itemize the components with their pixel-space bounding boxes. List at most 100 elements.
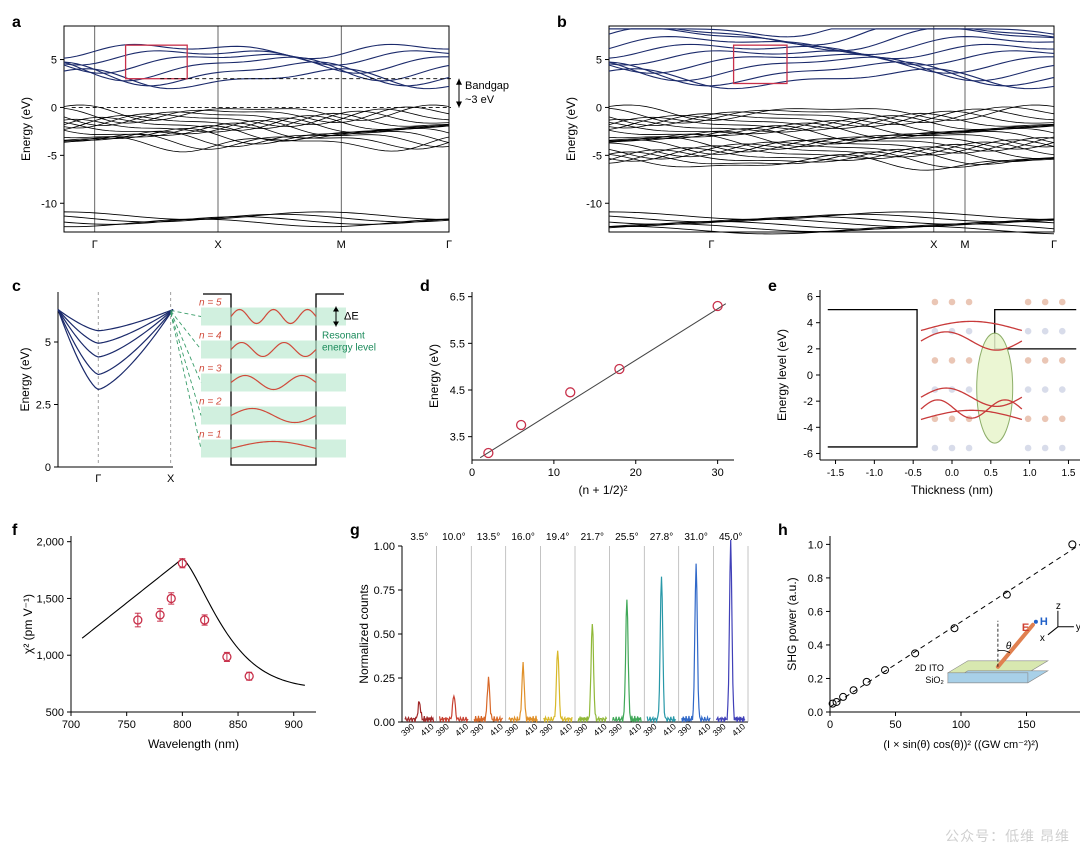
svg-text:X: X — [930, 239, 938, 251]
panel-a: a -10-505Energy (eV)ΓXMΓBandgap~3 eV — [16, 16, 521, 256]
svg-text:0.75: 0.75 — [374, 585, 395, 597]
svg-text:20: 20 — [630, 467, 642, 479]
svg-text:25.5°: 25.5° — [615, 532, 638, 543]
svg-text:850: 850 — [229, 719, 247, 731]
svg-text:Γ: Γ — [708, 239, 714, 251]
chi2-f: 7007508008509005001,0001,5002,000χ² (pm … — [16, 524, 326, 754]
band-diagram-e: -1.5-1.0-0.50.00.51.01.5-6-4-20246Energy… — [772, 280, 1080, 500]
svg-text:-5: -5 — [592, 150, 602, 162]
svg-text:(I × sin(θ) cos(θ))² ((GW cm⁻²: (I × sin(θ) cos(θ))² ((GW cm⁻²)²) — [883, 739, 1038, 751]
figure-grid: a -10-505Energy (eV)ΓXMΓBandgap~3 eV b -… — [16, 16, 1064, 754]
panel-c: c 02.55Energy (eV)ΓXn = 1n = 2n = 3n = 4… — [16, 280, 396, 500]
svg-text:X: X — [167, 473, 175, 485]
panel-label-b: b — [557, 14, 567, 32]
svg-text:n = 2: n = 2 — [199, 397, 222, 408]
row-1: a -10-505Energy (eV)ΓXMΓBandgap~3 eV b -… — [16, 16, 1064, 256]
svg-text:3.5: 3.5 — [450, 432, 465, 444]
svg-text:Γ: Γ — [92, 239, 98, 251]
svg-text:0.6: 0.6 — [808, 606, 823, 618]
svg-text:z: z — [1056, 601, 1061, 612]
svg-text:0: 0 — [596, 102, 602, 114]
svg-text:6: 6 — [807, 292, 813, 304]
svg-text:0.00: 0.00 — [374, 717, 395, 729]
panel-label-c: c — [12, 278, 21, 296]
svg-text:Γ: Γ — [95, 473, 101, 485]
svg-text:2: 2 — [807, 344, 813, 356]
panel-f: f 7007508008509005001,0001,5002,000χ² (p… — [16, 524, 326, 754]
svg-text:3.5°: 3.5° — [410, 532, 428, 543]
svg-text:10: 10 — [548, 467, 560, 479]
band-structure-a: -10-505Energy (eV)ΓXMΓBandgap~3 eV — [16, 16, 521, 256]
svg-text:(n + 1/2)²: (n + 1/2)² — [578, 483, 627, 497]
svg-text:X: X — [214, 239, 222, 251]
svg-text:390: 390 — [607, 721, 625, 738]
svg-text:6.5: 6.5 — [450, 292, 465, 304]
svg-text:Γ: Γ — [446, 239, 452, 251]
svg-text:2,000: 2,000 — [36, 537, 64, 549]
svg-text:390: 390 — [641, 721, 659, 738]
svg-text:0: 0 — [469, 467, 475, 479]
svg-text:Bandgap: Bandgap — [465, 80, 509, 92]
svg-text:n = 1: n = 1 — [199, 430, 222, 441]
svg-text:750: 750 — [118, 719, 136, 731]
svg-text:-0.5: -0.5 — [905, 468, 923, 479]
svg-text:0: 0 — [51, 102, 57, 114]
svg-text:390: 390 — [710, 721, 728, 738]
svg-text:Wavelength (nm): Wavelength (nm) — [148, 737, 239, 751]
svg-text:0.8: 0.8 — [808, 573, 823, 585]
svg-text:390: 390 — [676, 721, 694, 738]
svg-text:1.0: 1.0 — [1023, 468, 1037, 479]
svg-text:390: 390 — [468, 721, 486, 738]
svg-text:SHG power (a.u.): SHG power (a.u.) — [785, 577, 799, 670]
svg-text:1.00: 1.00 — [374, 541, 395, 553]
spectra-g: 0.000.250.500.751.00Normalized counts3.5… — [354, 524, 754, 754]
panel-h: h 0501001502000.00.20.40.60.81.0SHG powe… — [782, 524, 1080, 754]
svg-text:Energy (eV): Energy (eV) — [564, 97, 578, 161]
svg-text:Energy (eV): Energy (eV) — [427, 344, 441, 408]
row-3: f 7007508008509005001,0001,5002,000χ² (p… — [16, 524, 1064, 754]
svg-text:-1.5: -1.5 — [827, 468, 845, 479]
svg-text:5: 5 — [45, 337, 51, 349]
svg-text:Normalized counts: Normalized counts — [357, 584, 371, 683]
panel-label-h: h — [778, 522, 788, 540]
svg-text:-5: -5 — [47, 150, 57, 162]
svg-text:21.7°: 21.7° — [581, 532, 604, 543]
svg-text:0.0: 0.0 — [808, 707, 823, 719]
svg-text:390: 390 — [537, 721, 555, 738]
svg-text:y: y — [1076, 622, 1080, 633]
band-structure-b: -10-505Energy (eV)ΓXMΓ — [561, 16, 1066, 256]
svg-text:1,000: 1,000 — [36, 650, 64, 662]
svg-text:390: 390 — [503, 721, 521, 738]
svg-text:χ² (pm V⁻¹): χ² (pm V⁻¹) — [21, 594, 35, 654]
svg-text:n = 3: n = 3 — [199, 364, 222, 375]
svg-text:θ: θ — [1006, 641, 1012, 652]
panel-d: d 01020303.54.55.56.5Energy (eV)(n + 1/2… — [424, 280, 744, 500]
svg-text:500: 500 — [46, 707, 64, 719]
svg-text:M: M — [337, 239, 346, 251]
svg-text:0.0: 0.0 — [945, 468, 959, 479]
energy-fit-d: 01020303.54.55.56.5Energy (eV)(n + 1/2)² — [424, 280, 744, 500]
svg-text:energy level: energy level — [322, 343, 376, 354]
svg-text:100: 100 — [952, 719, 970, 731]
svg-text:Energy (eV): Energy (eV) — [19, 97, 33, 161]
svg-text:~3 eV: ~3 eV — [465, 94, 495, 106]
svg-text:4.5: 4.5 — [450, 385, 465, 397]
panel-label-a: a — [12, 14, 21, 32]
svg-text:5.5: 5.5 — [450, 338, 465, 350]
svg-text:0: 0 — [827, 719, 833, 731]
panel-e: e -1.5-1.0-0.50.00.51.01.5-6-4-20246Ener… — [772, 280, 1080, 500]
svg-text:2D ITO: 2D ITO — [915, 663, 944, 673]
svg-text:-6: -6 — [803, 448, 813, 460]
svg-text:390: 390 — [399, 721, 417, 738]
svg-text:Resonant: Resonant — [322, 331, 365, 342]
svg-text:1.0: 1.0 — [808, 539, 823, 551]
svg-text:1.5: 1.5 — [1062, 468, 1076, 479]
svg-text:31.0°: 31.0° — [684, 532, 707, 543]
svg-text:Energy level (eV): Energy level (eV) — [775, 329, 789, 421]
svg-text:M: M — [960, 239, 969, 251]
svg-text:5: 5 — [596, 55, 602, 67]
svg-text:ΔE: ΔE — [344, 311, 359, 323]
svg-text:Energy (eV): Energy (eV) — [18, 347, 32, 411]
svg-text:-4: -4 — [803, 422, 813, 434]
svg-text:1,500: 1,500 — [36, 593, 64, 605]
